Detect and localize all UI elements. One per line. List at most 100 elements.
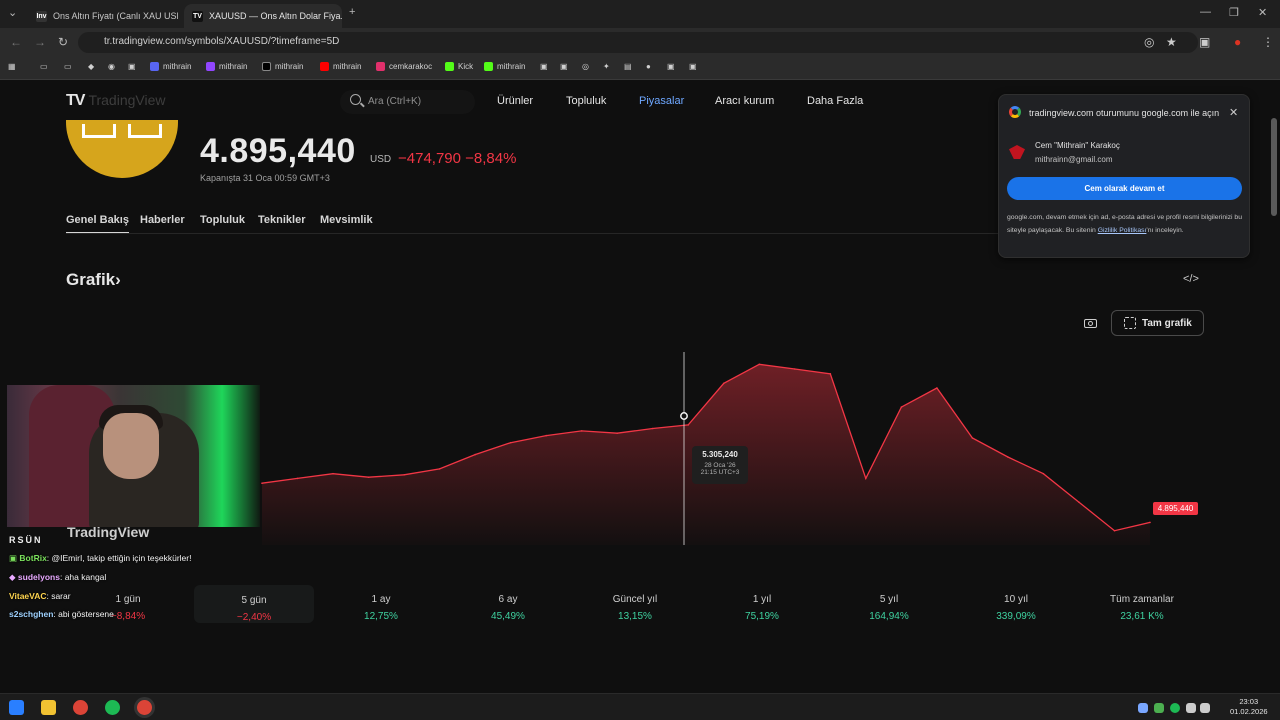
period-5d[interactable]: 5 gün −2,40% <box>194 585 314 623</box>
bookmark-icon[interactable]: ✦ <box>603 62 610 71</box>
bookmark-star-icon[interactable]: ★ <box>1166 35 1177 49</box>
volume-icon[interactable] <box>1200 703 1210 713</box>
bookmark-kick-mithrain[interactable]: mithrain <box>484 62 525 71</box>
period-1m[interactable]: 1 ay 12,75% <box>364 594 398 622</box>
bookmark-x[interactable]: mithrain <box>262 62 303 71</box>
tab-investing[interactable]: Inv Ons Altın Fiyatı (Canlı XAU USD... ✕ <box>28 4 178 28</box>
chart-point <box>1113 529 1116 532</box>
chart-point <box>865 477 867 480</box>
tab-mevsimlik[interactable]: Mevsimlik <box>320 214 373 226</box>
extensions-icon[interactable]: ▣ <box>1199 35 1211 49</box>
last-value-label: 4.895,440 <box>1153 502 1198 515</box>
chart-point <box>403 474 405 476</box>
search-input[interactable]: Ara (Ctrl+K) <box>340 90 475 114</box>
folder-icon[interactable]: ▭ <box>40 62 48 71</box>
tradingview-logo[interactable]: TV TradingView <box>66 92 166 109</box>
start-icon[interactable] <box>9 700 24 715</box>
period-6m[interactable]: 6 ay 45,49% <box>491 594 525 622</box>
chart-section-title[interactable]: Grafik› <box>66 270 121 289</box>
tray-icon[interactable] <box>1138 703 1148 713</box>
embed-code-icon[interactable]: </> <box>1183 273 1199 285</box>
bookmark-kick[interactable]: Kick <box>445 62 473 71</box>
bookmark-icon[interactable]: ▣ <box>128 62 136 71</box>
bookmark-icon[interactable]: ● <box>646 62 651 71</box>
windows-taskbar: 23:03 01.02.2026 <box>0 693 1280 720</box>
system-clock[interactable]: 23:03 01.02.2026 <box>1230 697 1268 716</box>
bookmark-discord[interactable]: mithrain <box>150 62 191 71</box>
profile-avatar[interactable]: ● <box>1234 35 1242 49</box>
tab-title: XAUUSD — Ons Altın Dolar Fiya... <box>209 11 342 21</box>
bookmarks-bar: ▦ ▭ ▭ ◆ ◉ ▣ mithrain mithrain mithrain m… <box>0 56 1280 80</box>
streamer-face <box>103 413 159 479</box>
period-1y[interactable]: 1 yıl 75,19% <box>745 594 779 622</box>
youtube-icon <box>320 62 329 71</box>
tab-topluluk[interactable]: Topluluk <box>200 214 246 226</box>
bookmark-icon[interactable]: ▣ <box>667 62 675 71</box>
bookmark-icon[interactable]: ◎ <box>582 62 589 71</box>
close-time: Kapanışta 31 Oca 00:59 GMT+3 <box>200 173 330 183</box>
tray-icon[interactable] <box>1170 703 1180 713</box>
forward-icon[interactable]: → <box>34 35 46 49</box>
account-avatar <box>1009 145 1025 159</box>
tab-tradingview[interactable]: TV XAUUSD — Ons Altın Dolar Fiya... ✕ <box>184 4 342 28</box>
period-ytd[interactable]: Güncel yıl 13,15% <box>612 594 658 622</box>
eye-off-icon[interactable]: ◎ <box>1144 35 1155 49</box>
nav-araci-kurum[interactable]: Aracı kurum <box>715 95 775 107</box>
bookmark-instagram[interactable]: cemkarakoc <box>376 62 432 71</box>
chrome-icon[interactable] <box>73 700 88 715</box>
reload-icon[interactable]: ↻ <box>58 35 69 49</box>
snapshot-button[interactable] <box>1076 311 1104 335</box>
close-icon[interactable]: ✕ <box>1229 107 1239 119</box>
currency-label: USD <box>370 154 392 165</box>
continue-as-button[interactable]: Cem olarak devam et <box>1007 177 1242 200</box>
nav-piyasalar[interactable]: Piyasalar <box>639 95 685 107</box>
tray-icon[interactable] <box>1154 703 1164 713</box>
maximize-icon[interactable]: ❐ <box>1229 7 1239 19</box>
period-5y[interactable]: 5 yıl 164,94% <box>869 594 909 622</box>
bookmark-icon[interactable]: ▣ <box>689 62 697 71</box>
period-10y[interactable]: 10 yıl 339,09% <box>996 594 1036 622</box>
period-1d[interactable]: 1 gün −8,84% <box>110 594 146 622</box>
menu-icon[interactable]: ⋮ <box>1262 35 1274 49</box>
popup-info-text: google.com, devam etmek için ad, e-posta… <box>1007 214 1242 234</box>
google-signin-popup: tradingview.com oturumunu google.com ile… <box>998 94 1250 258</box>
kick-icon <box>484 62 493 71</box>
page-scrollbar[interactable] <box>1271 118 1277 216</box>
nav-topluluk[interactable]: Topluluk <box>566 95 607 107</box>
bookmark-icon[interactable]: ◆ <box>88 62 95 71</box>
chart-point <box>1078 501 1080 503</box>
bookmark-twitch[interactable]: mithrain <box>206 62 247 71</box>
wifi-icon[interactable] <box>1186 703 1196 713</box>
spotify-icon[interactable] <box>105 700 120 715</box>
tradingview-favicon-icon: TV <box>192 10 203 22</box>
bookmark-icon[interactable]: ▣ <box>560 62 568 71</box>
tab-teknikler[interactable]: Teknikler <box>258 214 306 226</box>
twitch-icon <box>206 62 215 71</box>
url-field[interactable]: tr.tradingview.com/symbols/XAUUSD/?timef… <box>78 32 1198 53</box>
last-price: 4.895,440 <box>200 132 356 170</box>
tab-genel-bakis[interactable]: Genel Bakış <box>66 214 129 234</box>
file-explorer-icon[interactable] <box>41 700 56 715</box>
close-window-icon[interactable]: ✕ <box>1258 7 1268 19</box>
bookmark-icon[interactable]: ◉ <box>108 62 115 71</box>
nav-daha-fazla[interactable]: Daha Fazla <box>807 95 864 107</box>
privacy-policy-link[interactable]: Gizlilik Politikası <box>1097 227 1147 234</box>
camera-icon <box>1083 318 1097 328</box>
full-chart-button[interactable]: Tam grafik <box>1111 310 1204 336</box>
chrome-active-icon[interactable] <box>137 700 152 715</box>
bookmark-youtube[interactable]: mithrain <box>320 62 361 71</box>
tab-haberler[interactable]: Haberler <box>140 214 185 226</box>
bookmark-icon[interactable]: ▣ <box>540 62 548 71</box>
chart-point <box>545 434 547 437</box>
period-all[interactable]: Tüm zamanlar 23,61 K% <box>1110 594 1174 622</box>
tab-search-icon[interactable]: ⌄ <box>8 7 18 19</box>
apps-icon[interactable]: ▦ <box>8 62 16 71</box>
nav-urunler[interactable]: Ürünler <box>497 95 534 107</box>
new-tab-icon[interactable]: + <box>349 6 356 18</box>
bookmark-icon[interactable]: ▤ <box>624 62 632 71</box>
minimize-icon[interactable]: — <box>1200 6 1211 18</box>
tooltip-time: 21:15 UTC+3 <box>700 469 740 476</box>
symbol-logo <box>66 120 178 178</box>
folder-icon[interactable]: ▭ <box>64 62 72 71</box>
back-icon[interactable]: ← <box>10 35 22 49</box>
